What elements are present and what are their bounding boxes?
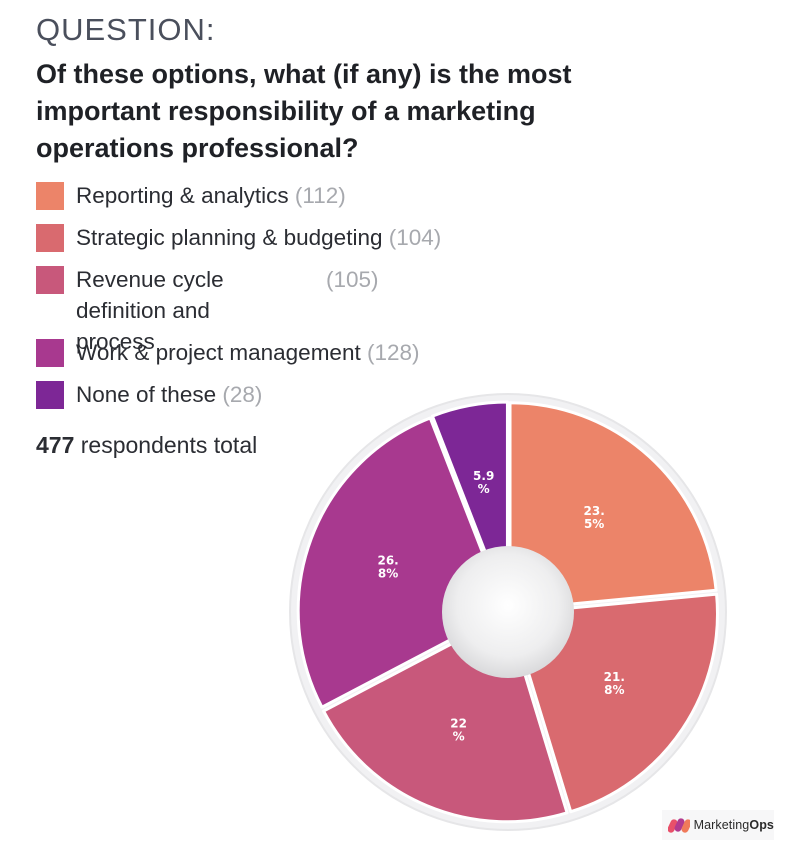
marketingops-logo: MarketingOps: [662, 810, 774, 840]
slice-value-label: 22: [450, 717, 467, 731]
slice-value-label: %: [478, 482, 490, 496]
legend-count: (28): [222, 382, 263, 407]
marketingops-logo-text: MarketingOps: [693, 818, 774, 832]
slice-value-label: 21.: [604, 670, 625, 684]
legend-swatch: [36, 339, 64, 367]
total-text: respondents total: [74, 432, 258, 458]
legend-label: Work & project management: [76, 340, 361, 365]
slice-value-label: 5.9: [473, 469, 494, 483]
question-text: Of these options, what (if any) is the m…: [36, 59, 572, 163]
legend-swatch: [36, 381, 64, 409]
slice-value-label: 23.: [584, 504, 605, 518]
legend-swatch: [36, 266, 64, 294]
legend-label: Revenue cycle definition and process: [76, 267, 224, 354]
legend-swatch: [36, 224, 64, 252]
legend-count: (128): [366, 340, 420, 365]
legend-item-none: None of these (28): [36, 379, 262, 410]
legend-item-reporting: Reporting & analytics (112): [36, 180, 346, 211]
legend-count: (112): [294, 183, 346, 208]
slice-value-label: 5%: [584, 517, 604, 531]
respondents-total: 477 respondents total: [36, 432, 257, 459]
slice-value-label: 8%: [604, 683, 624, 697]
legend-swatch: [36, 182, 64, 210]
chart-hole: [442, 546, 574, 678]
legend-count: (105): [326, 267, 379, 292]
question-label: QUESTION:: [36, 12, 216, 47]
legend-item-revenue: Revenue cycle definition and process (10…: [36, 264, 379, 357]
total-number: 477: [36, 432, 75, 458]
slice-value-label: 8%: [378, 567, 398, 581]
marketingops-logo-icon: [668, 818, 690, 833]
slice-value-label: 26.: [377, 554, 398, 568]
legend-label: Strategic planning & budgeting: [76, 225, 383, 250]
legend-item-strategic: Strategic planning & budgeting (104): [36, 222, 441, 253]
legend-label: Reporting & analytics: [76, 183, 289, 208]
legend-count: (104): [388, 225, 442, 250]
legend-item-work: Work & project management (128): [36, 337, 420, 368]
legend-label: None of these: [76, 382, 217, 407]
slice-value-label: %: [453, 730, 465, 744]
